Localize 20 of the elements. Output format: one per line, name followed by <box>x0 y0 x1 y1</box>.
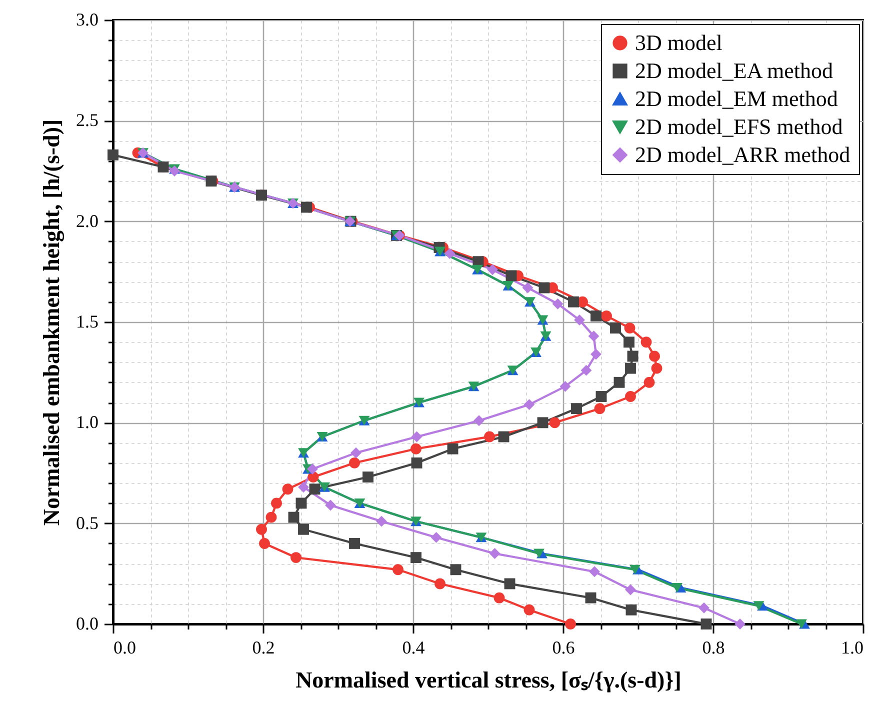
x-tick-label: 0.0 <box>114 638 136 658</box>
legend-label: 2D model_ARR method <box>635 142 850 167</box>
legend-label: 3D model <box>635 30 722 55</box>
legend-label: 2D model_EFS method <box>635 114 843 139</box>
y-tick-label: 2.0 <box>76 210 98 231</box>
y-tick-label: 1.5 <box>76 312 98 332</box>
x-axis-title: Normalised vertical stress, [σₛ/{γ.(s-d)}] <box>296 668 682 692</box>
legend-label: 2D model_EM method <box>635 86 838 111</box>
y-tick-label: 0.5 <box>76 512 98 533</box>
x-tick-label: 0.4 <box>402 638 425 658</box>
legend-label: 2D model_EA method <box>635 58 833 83</box>
x-tick-label: 1.0 <box>841 638 864 658</box>
y-axis-title: Normalised embankment height, [h/(s-d)] <box>39 119 65 526</box>
y-tick-label: 0.0 <box>76 614 98 634</box>
y-tick-label: 3.0 <box>76 10 98 30</box>
y-tick-label: 1.0 <box>76 412 98 432</box>
x-tick-label: 0.6 <box>552 638 575 658</box>
y-tick-label: 2.5 <box>76 110 98 130</box>
x-tick-label: 0.8 <box>702 638 725 658</box>
x-tick-label: 0.2 <box>252 638 275 658</box>
